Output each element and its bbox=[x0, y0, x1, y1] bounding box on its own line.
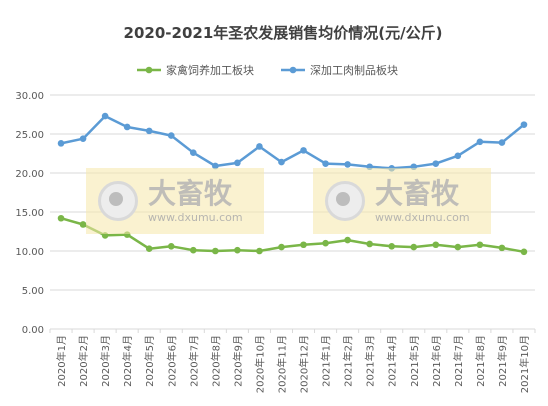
x-tick-label: 2020年12月 bbox=[298, 335, 311, 393]
data-point bbox=[57, 214, 65, 222]
data-point bbox=[520, 248, 528, 256]
y-tick-label: 15.00 bbox=[15, 208, 44, 219]
legend-item: 家禽饲养加工板块 bbox=[137, 63, 254, 77]
x-tick-label: 2021年9月 bbox=[496, 335, 509, 387]
x-tick-label: 2021年8月 bbox=[474, 335, 487, 387]
x-tick-label: 2020年4月 bbox=[121, 335, 134, 387]
data-point bbox=[189, 246, 197, 254]
data-point bbox=[256, 143, 263, 150]
legend-item: 深加工肉制品板块 bbox=[281, 63, 398, 77]
data-point bbox=[278, 158, 285, 166]
data-point bbox=[366, 240, 373, 248]
x-tick-label: 2021年7月 bbox=[452, 335, 465, 387]
data-point bbox=[145, 245, 153, 252]
data-point bbox=[322, 239, 329, 247]
x-tick-label: 2021年4月 bbox=[386, 335, 399, 387]
data-point bbox=[388, 243, 396, 250]
data-point bbox=[212, 247, 219, 255]
y-tick-label: 10.00 bbox=[15, 247, 44, 258]
data-point bbox=[123, 123, 131, 131]
y-tick-label: 0.00 bbox=[22, 325, 44, 336]
data-point bbox=[344, 236, 351, 244]
data-point bbox=[212, 162, 219, 170]
data-point bbox=[520, 121, 528, 128]
brand-logo-icon bbox=[325, 181, 365, 221]
x-tick-label: 2021年3月 bbox=[364, 335, 377, 387]
data-point bbox=[498, 139, 506, 146]
y-tick-label: 25.00 bbox=[15, 130, 44, 141]
series-line bbox=[60, 114, 525, 170]
data-point bbox=[454, 243, 462, 251]
watermark-brand: 大畜牧 bbox=[148, 176, 233, 210]
y-axis-ticks: 0.00 5.00 10.00 15.00 20.00 25.00 30.00 bbox=[15, 91, 44, 336]
x-tick-label: 2020年11月 bbox=[275, 335, 288, 393]
x-tick-label: 2020年1月 bbox=[55, 335, 68, 387]
data-point bbox=[101, 112, 109, 120]
x-tick-label: 2021年2月 bbox=[342, 335, 355, 387]
watermark-url: www.dxumu.com bbox=[148, 210, 243, 224]
data-point bbox=[234, 159, 241, 167]
legend-label: 家禽饲养加工板块 bbox=[166, 63, 254, 77]
y-tick-label: 20.00 bbox=[15, 169, 44, 180]
data-point bbox=[57, 140, 65, 147]
data-point bbox=[145, 127, 153, 135]
x-tick-label: 2020年2月 bbox=[77, 335, 90, 387]
x-axis-ticks: 2020年1月 2020年2月 2020年3月 2020年4月 2020年5月 2020年… bbox=[49, 329, 536, 393]
x-tick-label: 2021年10月 bbox=[518, 335, 531, 393]
legend-marker bbox=[145, 66, 153, 74]
data-point bbox=[256, 247, 263, 255]
watermark: 大畜牧 www.dxumu.com bbox=[86, 168, 264, 234]
data-point bbox=[167, 132, 175, 139]
data-point bbox=[79, 135, 87, 142]
x-tick-label: 2020年3月 bbox=[99, 335, 112, 387]
series-lines bbox=[57, 112, 528, 256]
data-point bbox=[432, 241, 440, 249]
data-point bbox=[476, 138, 484, 146]
legend-marker bbox=[289, 66, 297, 74]
x-tick-label: 2020年6月 bbox=[165, 335, 178, 387]
watermark-url: www.dxumu.com bbox=[375, 210, 470, 224]
x-tick-label: 2020年8月 bbox=[209, 335, 222, 387]
legend-label: 深加工肉制品板块 bbox=[310, 63, 398, 77]
data-point bbox=[498, 244, 506, 252]
series-line bbox=[60, 216, 525, 254]
x-tick-label: 2021年6月 bbox=[430, 335, 443, 387]
data-point bbox=[300, 147, 307, 154]
brand-logo-icon bbox=[98, 181, 138, 221]
x-tick-label: 2020年5月 bbox=[143, 335, 156, 387]
data-point bbox=[432, 160, 440, 167]
data-point bbox=[79, 221, 87, 228]
y-tick-label: 5.00 bbox=[22, 286, 44, 297]
chart-title: 2020-2021年圣农发展销售均价情况(元/公斤) bbox=[124, 24, 443, 42]
data-point bbox=[278, 243, 285, 251]
data-point bbox=[410, 243, 418, 251]
x-tick-label: 2020年10月 bbox=[253, 335, 266, 393]
data-point bbox=[300, 241, 307, 249]
x-tick-label: 2021年5月 bbox=[408, 335, 421, 387]
watermark: 大畜牧 www.dxumu.com bbox=[313, 168, 491, 234]
legend: 家禽饲养加工板块 深加工肉制品板块 bbox=[137, 63, 398, 77]
data-point bbox=[454, 152, 462, 160]
data-point bbox=[167, 243, 175, 250]
x-tick-label: 2021年1月 bbox=[320, 335, 333, 387]
series-1 bbox=[57, 112, 528, 172]
data-point bbox=[476, 241, 484, 249]
data-point bbox=[344, 161, 351, 168]
data-point bbox=[322, 160, 329, 167]
x-tick-label: 2020年9月 bbox=[231, 335, 244, 387]
y-tick-label: 30.00 bbox=[15, 91, 44, 102]
watermark-brand: 大畜牧 bbox=[375, 176, 460, 210]
x-tick-label: 2020年7月 bbox=[187, 335, 200, 387]
data-point bbox=[189, 149, 197, 157]
data-point bbox=[234, 246, 241, 254]
